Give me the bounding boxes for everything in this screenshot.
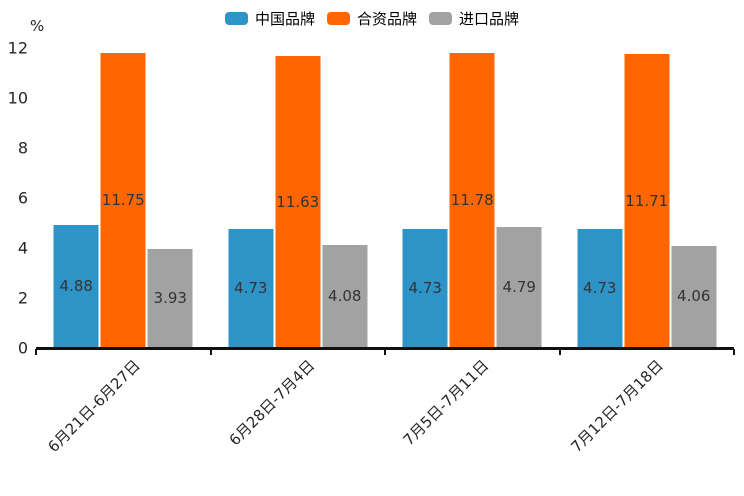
bar-value-label: 11.63 xyxy=(276,192,320,211)
y-axis-unit-label: % xyxy=(30,17,45,35)
bar-value-label: 4.73 xyxy=(408,278,442,297)
bar: 3.93 xyxy=(147,248,193,347)
bar: 4.79 xyxy=(496,227,542,347)
bar: 11.78 xyxy=(449,52,495,347)
bar-group: 4.73 11.63 4.08 xyxy=(228,56,368,347)
bar-value-label: 11.71 xyxy=(625,191,669,210)
legend-label: 中国品牌 xyxy=(254,10,315,28)
bar: 11.75 xyxy=(100,53,146,347)
bar: 4.73 xyxy=(402,228,448,347)
y-tick-label: 4 xyxy=(17,238,28,258)
bar-value-label: 4.06 xyxy=(677,287,711,306)
x-axis-line xyxy=(36,347,734,350)
legend-swatch-icon xyxy=(224,12,248,25)
bar: 11.71 xyxy=(624,54,670,347)
y-tick-label: 0 xyxy=(17,338,28,358)
y-tick-label: 12 xyxy=(7,38,28,58)
bar-value-label: 11.78 xyxy=(450,190,494,209)
y-axis: 0 2 4 6 8 10 12 xyxy=(0,39,28,358)
bar: 4.08 xyxy=(322,245,368,347)
y-tick-label: 8 xyxy=(17,138,28,158)
legend-item: 合资品牌 xyxy=(326,8,417,29)
legend-item: 中国品牌 xyxy=(224,8,315,29)
legend-label: 进口品牌 xyxy=(459,10,520,28)
y-tick-label: 6 xyxy=(17,188,28,208)
bar-value-label: 4.73 xyxy=(234,278,268,297)
x-category-label: 6月21日-6月27日 xyxy=(43,356,144,456)
bar-group: 4.88 11.75 3.93 xyxy=(53,53,193,347)
bar-value-label: 4.08 xyxy=(328,287,362,305)
x-axis-tick xyxy=(384,349,386,355)
y-tick-label: 10 xyxy=(7,88,28,108)
bar-value-label: 3.93 xyxy=(153,288,187,307)
y-tick-label: 2 xyxy=(17,288,28,308)
bar-value-label: 4.88 xyxy=(59,277,93,295)
x-category-label: 7月12日-7月18日 xyxy=(567,356,667,456)
x-axis-tick xyxy=(558,349,561,355)
x-category-label: 6月28日-7月4日 xyxy=(225,356,318,450)
legend-label: 合资品牌 xyxy=(356,10,417,28)
bar-value-label: 4.79 xyxy=(502,278,536,297)
x-axis-tick xyxy=(733,349,735,355)
bar: 11.63 xyxy=(275,56,321,347)
x-category-label: 7月5日-7月11日 xyxy=(399,356,493,450)
plot-area: 4.88 11.75 3.93 6月21日-6月27日 4.73 11.63 4.08 6月2… xyxy=(35,48,735,456)
bar: 4.73 xyxy=(577,228,623,347)
bar-group: 4.73 11.78 4.79 xyxy=(402,52,542,347)
bar: 4.88 xyxy=(53,225,99,347)
legend-swatch-icon xyxy=(429,12,452,25)
legend-swatch-icon xyxy=(326,12,350,25)
x-axis-tick xyxy=(35,349,37,355)
legend-item: 进口品牌 xyxy=(429,8,519,29)
x-axis-tick xyxy=(209,349,212,355)
chart-legend: 中国品牌 合资品牌 进口品牌 xyxy=(0,8,744,29)
bar-value-label: 11.75 xyxy=(101,191,145,210)
bar-value-label: 4.73 xyxy=(583,278,617,297)
bar: 4.73 xyxy=(228,228,274,347)
bar: 4.06 xyxy=(671,245,717,347)
bar-group: 4.73 11.71 4.06 xyxy=(577,54,717,347)
